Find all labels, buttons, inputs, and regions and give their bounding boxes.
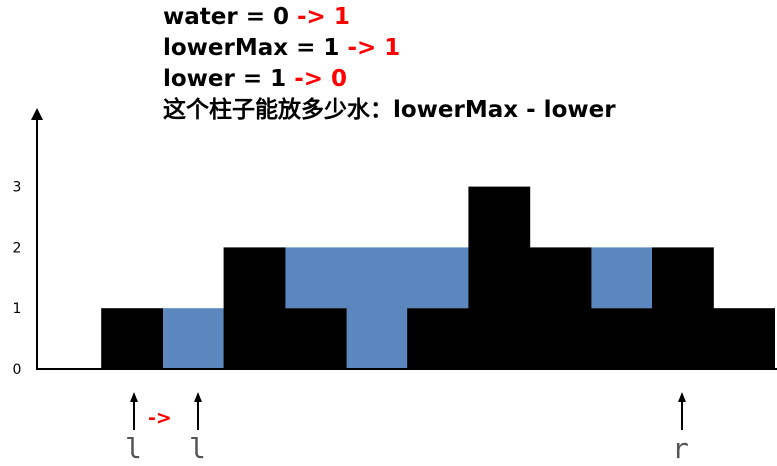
- water-cell: [162, 308, 225, 369]
- lowermax-label: lowerMax = 1: [163, 35, 340, 61]
- water-change: -> 1: [297, 4, 350, 30]
- water-cell: [590, 247, 653, 309]
- lower-change: -> 0: [294, 66, 348, 92]
- lowermax-line: lowerMax = 1 -> 1: [163, 33, 616, 64]
- lowermax-change: -> 1: [347, 35, 401, 61]
- y-tick-label: 0: [13, 362, 22, 378]
- right-pointer-label: r: [672, 432, 689, 465]
- elevation-bar: [529, 247, 592, 369]
- bar-layer: [101, 186, 775, 369]
- water-label: water = 0: [163, 4, 289, 30]
- elevation-bar: [713, 308, 775, 369]
- water-cell: [284, 247, 347, 309]
- water-cell: [407, 247, 469, 309]
- y-axis-arrowhead: [31, 108, 43, 120]
- water-cell: [346, 247, 408, 369]
- elevation-bar: [223, 247, 286, 369]
- left-old-pointer-label: l: [125, 432, 142, 465]
- question-line: 这个柱子能放多少水：lowerMax - lower: [163, 97, 616, 123]
- elevation-bar: [468, 186, 531, 369]
- y-tick-label: 1: [13, 301, 22, 317]
- y-tick-label: 2: [13, 240, 22, 256]
- elevation-bar: [101, 308, 163, 369]
- left-new-pointer-label: l: [189, 432, 206, 465]
- lower-label: lower = 1: [163, 66, 287, 92]
- lower-line: lower = 1 -> 0: [163, 64, 616, 95]
- water-layer: [162, 247, 653, 369]
- water-line: water = 0 -> 1: [163, 2, 616, 33]
- left-old-pointer-arrowhead: [130, 392, 138, 402]
- pointer-layer: [130, 392, 686, 430]
- y-tick-label: 3: [13, 180, 22, 196]
- axis-layer: [31, 108, 777, 370]
- annotation-block: water = 0 -> 1 lowerMax = 1 -> 1 lower =…: [163, 2, 616, 126]
- right-pointer-arrowhead: [678, 392, 686, 402]
- elevation-bar: [407, 308, 469, 369]
- left-move-indicator: ->: [148, 407, 172, 429]
- elevation-bar: [652, 247, 714, 369]
- elevation-bar: [284, 308, 347, 369]
- elevation-bar: [590, 308, 653, 369]
- tick-layer: 0 1 2 3: [13, 180, 22, 378]
- left-new-pointer-arrowhead: [194, 392, 202, 402]
